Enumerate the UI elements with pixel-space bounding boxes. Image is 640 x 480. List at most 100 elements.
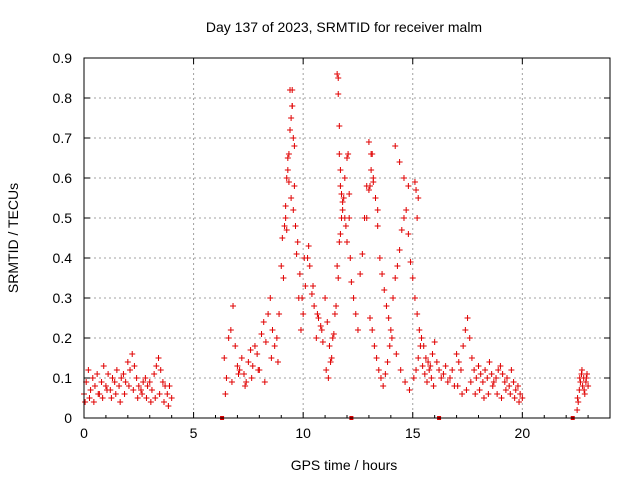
data-point [411, 295, 418, 301]
data-point [457, 367, 464, 373]
data-point [375, 367, 382, 373]
data-point [585, 383, 592, 389]
data-point [371, 343, 378, 349]
data-point [324, 319, 331, 325]
data-point [281, 223, 288, 229]
y-tick-label: 0.5 [53, 210, 73, 226]
data-point [291, 183, 298, 189]
data-point [238, 355, 245, 361]
data-point [235, 371, 242, 377]
data-point [113, 367, 120, 373]
data-point [338, 215, 345, 221]
data-point [344, 155, 350, 161]
data-point [155, 355, 162, 361]
data-point [327, 359, 334, 365]
data-point [579, 383, 586, 389]
data-point [168, 395, 175, 401]
data-point [427, 363, 434, 369]
data-point [120, 371, 127, 377]
data-point [462, 327, 469, 333]
data-point [480, 395, 487, 401]
x-tick-label: 0 [80, 425, 88, 441]
y-tick-label: 0.4 [53, 250, 73, 266]
data-point [381, 287, 388, 293]
data-point [89, 375, 96, 381]
data-point [342, 223, 349, 229]
data-point [419, 363, 426, 369]
data-point [165, 403, 172, 409]
data-point [471, 367, 478, 373]
data-point [166, 383, 173, 389]
data-point [430, 383, 437, 389]
data-point [139, 391, 146, 397]
data-point [284, 167, 291, 173]
data-point [346, 215, 353, 221]
data-point [311, 303, 318, 309]
data-point [140, 379, 147, 385]
data-point [147, 399, 154, 405]
data-point [574, 407, 581, 413]
data-point [121, 391, 128, 397]
data-point [352, 311, 359, 317]
data-point [249, 363, 256, 369]
data-point [290, 207, 297, 213]
data-point [477, 371, 484, 377]
data-point [405, 183, 412, 189]
data-point [326, 343, 333, 349]
data-point [118, 375, 125, 381]
data-point [344, 239, 350, 245]
chart-title: Day 137 of 2023, SRMTID for receiver mal… [206, 19, 482, 35]
y-tick-label: 0.7 [53, 130, 73, 146]
data-point [463, 387, 470, 393]
data-point [328, 355, 335, 361]
data-point [479, 379, 486, 385]
data-point [159, 379, 166, 385]
data-point [387, 327, 394, 333]
data-point [282, 203, 289, 209]
data-point [503, 375, 510, 381]
data-point [339, 199, 346, 205]
data-point [289, 87, 296, 93]
data-point [267, 295, 274, 301]
data-point [285, 179, 292, 185]
data-point [315, 315, 322, 321]
data-point [104, 387, 111, 393]
data-point [127, 367, 134, 373]
data-point [299, 295, 306, 301]
data-point [283, 175, 290, 181]
data-point [472, 391, 479, 397]
y-tick-label: 0.3 [53, 290, 73, 306]
data-point [314, 311, 321, 317]
data-point [369, 327, 376, 333]
data-point [131, 363, 138, 369]
data-point [367, 315, 374, 321]
data-point [284, 155, 291, 161]
data-point [268, 355, 275, 361]
data-point [117, 399, 124, 405]
data-point [374, 207, 381, 213]
data-points [81, 71, 592, 413]
x-tick-label: 10 [295, 425, 311, 441]
data-point [392, 275, 399, 281]
data-point [232, 343, 239, 349]
data-point [345, 151, 352, 157]
y-axis-label: SRMTID / TECUs [5, 183, 21, 293]
data-point [502, 387, 509, 393]
data-point [245, 359, 252, 365]
data-point [348, 279, 355, 285]
data-point [142, 375, 149, 381]
data-point [397, 367, 404, 373]
data-point [405, 231, 412, 237]
data-point [335, 91, 342, 97]
data-point [164, 391, 171, 397]
data-point [262, 339, 269, 345]
data-point [322, 295, 329, 301]
data-point [386, 343, 393, 349]
data-point [134, 395, 141, 401]
data-point [497, 363, 504, 369]
data-point [416, 327, 423, 333]
data-point [273, 335, 280, 341]
data-point [413, 187, 420, 193]
data-point [508, 367, 515, 373]
data-point [289, 103, 296, 109]
